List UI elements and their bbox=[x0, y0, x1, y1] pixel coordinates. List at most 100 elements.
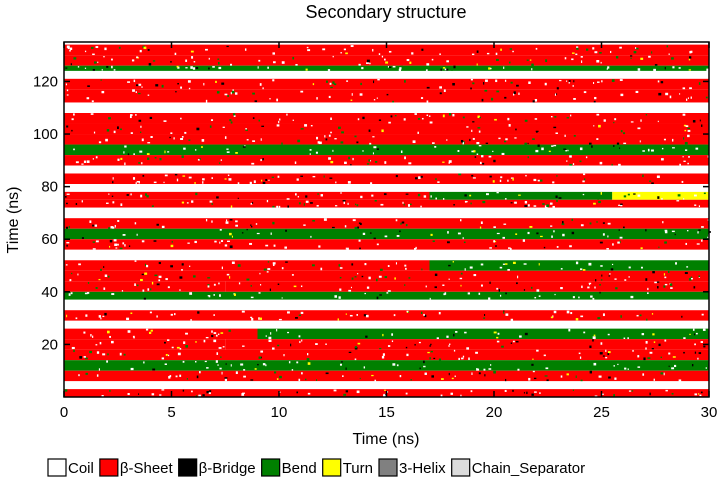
state-speckle bbox=[201, 139, 205, 142]
state-speckle bbox=[352, 219, 356, 222]
state-speckle bbox=[568, 82, 570, 84]
state-speckle bbox=[437, 181, 440, 183]
state-speckle bbox=[208, 67, 210, 70]
state-speckle bbox=[95, 156, 98, 159]
state-speckle bbox=[423, 365, 426, 368]
state-speckle bbox=[354, 361, 357, 365]
state-speckle bbox=[492, 150, 494, 153]
state-speckle bbox=[420, 97, 424, 99]
state-speckle bbox=[593, 362, 597, 366]
state-speckle bbox=[470, 202, 472, 205]
state-speckle bbox=[260, 350, 264, 353]
state-speckle bbox=[224, 244, 228, 247]
state-speckle bbox=[688, 156, 690, 158]
state-speckle bbox=[262, 181, 266, 185]
state-speckle bbox=[196, 127, 200, 131]
state-speckle bbox=[468, 67, 472, 70]
state-speckle bbox=[310, 235, 312, 238]
state-speckle bbox=[543, 246, 546, 249]
state-speckle bbox=[484, 374, 486, 377]
state-speckle bbox=[291, 234, 295, 237]
state-speckle bbox=[700, 391, 703, 394]
state-speckle bbox=[66, 193, 70, 195]
state-speckle bbox=[295, 317, 298, 319]
state-speckle bbox=[448, 113, 452, 116]
state-speckle bbox=[107, 275, 110, 278]
state-speckle bbox=[395, 262, 398, 265]
state-speckle bbox=[378, 53, 381, 56]
state-speckle bbox=[181, 201, 185, 204]
state-speckle bbox=[330, 160, 334, 164]
state-speckle bbox=[251, 162, 255, 165]
state-speckle bbox=[651, 182, 654, 185]
state-speckle bbox=[647, 287, 649, 291]
state-speckle bbox=[514, 201, 517, 204]
state-speckle bbox=[526, 391, 528, 395]
state-speckle bbox=[403, 118, 406, 121]
state-speckle bbox=[614, 118, 617, 121]
state-speckle bbox=[472, 121, 475, 123]
state-speckle bbox=[101, 90, 105, 94]
state-speckle bbox=[404, 264, 407, 267]
state-speckle bbox=[303, 203, 305, 206]
state-speckle bbox=[194, 240, 197, 244]
state-speckle bbox=[281, 142, 283, 145]
state-speckle bbox=[645, 229, 647, 232]
state-speckle bbox=[499, 266, 503, 269]
state-speckle bbox=[269, 98, 271, 100]
band-segment bbox=[64, 144, 709, 156]
state-speckle bbox=[300, 175, 304, 177]
x-axis: 0 5 10 15 20 25 30 bbox=[60, 42, 717, 421]
state-speckle bbox=[628, 266, 631, 269]
state-speckle bbox=[71, 129, 73, 132]
band-segment bbox=[225, 339, 709, 350]
state-speckle bbox=[139, 150, 143, 153]
state-speckle bbox=[382, 231, 385, 234]
state-speckle bbox=[672, 356, 676, 358]
state-speckle bbox=[417, 193, 421, 197]
state-speckle bbox=[299, 340, 301, 344]
state-speckle bbox=[374, 161, 378, 163]
state-speckle bbox=[472, 177, 476, 179]
state-speckle bbox=[665, 389, 668, 392]
state-speckle bbox=[323, 218, 327, 221]
band-segment bbox=[429, 260, 709, 271]
state-speckle bbox=[561, 223, 565, 226]
state-speckle bbox=[591, 145, 593, 148]
state-speckle bbox=[488, 67, 491, 70]
state-speckle bbox=[435, 197, 437, 200]
state-speckle bbox=[659, 192, 661, 194]
state-speckle bbox=[476, 368, 478, 371]
state-speckle bbox=[141, 273, 144, 276]
state-speckle bbox=[141, 86, 143, 88]
state-speckle bbox=[489, 281, 491, 284]
state-speckle bbox=[479, 161, 482, 165]
state-speckle bbox=[320, 267, 323, 271]
state-speckle bbox=[129, 115, 132, 119]
state-speckle bbox=[117, 243, 119, 246]
state-speckle bbox=[169, 375, 172, 378]
state-speckle bbox=[378, 275, 382, 278]
state-speckle bbox=[100, 79, 102, 81]
state-speckle bbox=[549, 202, 553, 205]
state-speckle bbox=[298, 335, 301, 338]
state-speckle bbox=[482, 200, 486, 204]
state-speckle bbox=[611, 79, 615, 82]
state-speckle bbox=[138, 83, 142, 86]
state-speckle bbox=[133, 337, 135, 339]
state-speckle bbox=[350, 286, 352, 289]
state-speckle bbox=[224, 377, 228, 379]
state-speckle bbox=[512, 340, 515, 343]
state-speckle bbox=[83, 356, 86, 358]
state-speckle bbox=[265, 244, 269, 247]
state-speckle bbox=[517, 275, 519, 279]
state-speckle bbox=[677, 194, 681, 197]
state-speckle bbox=[510, 177, 514, 179]
band-segment bbox=[64, 89, 709, 103]
band-segment bbox=[64, 239, 709, 250]
state-speckle bbox=[294, 161, 297, 164]
state-speckle bbox=[334, 138, 337, 140]
state-speckle bbox=[488, 297, 491, 300]
state-speckle bbox=[323, 175, 325, 178]
state-speckle bbox=[273, 371, 277, 374]
